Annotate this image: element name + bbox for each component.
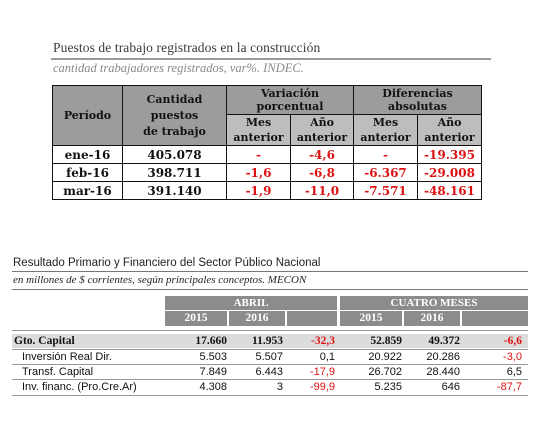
cell-abril-var: 0,1: [319, 351, 335, 363]
table2-rule-top: [12, 271, 528, 272]
cell-periodo: feb-16: [52, 163, 123, 182]
cell-cantidad: 405.078: [122, 145, 227, 164]
cell-dif-mes: -6.367: [353, 163, 418, 182]
header-diferencias: Diferencias absolutas: [353, 85, 482, 115]
cell-cuatro-2015: 52.859: [370, 335, 402, 347]
cell-var-mes: -: [226, 145, 291, 164]
header-var-mes: Mes anterior: [226, 114, 291, 146]
header-dif-mes: Mes anterior: [353, 114, 418, 146]
table-row: feb-16 398.711 -1,6 -6,8 -6.367 -29.008: [52, 163, 482, 182]
cell-abril-2015: 4.308: [199, 381, 227, 393]
cell-cuatro-2015: 26.702: [368, 366, 402, 378]
cell-cantidad: 398.711: [122, 163, 227, 182]
cell-abril-2016: 5.507: [255, 351, 283, 363]
table2-title: Resultado Primario y Financiero del Sect…: [13, 257, 321, 269]
row-label: Inv. financ. (Pro.Cre.Ar): [22, 381, 137, 393]
table-row: Inv. financ. (Pro.Cre.Ar) 4.308 3 -99,9 …: [12, 380, 528, 394]
cell-dif-anio: -29.008: [417, 163, 482, 182]
cell-abril-2015: 17.660: [195, 335, 227, 347]
header-cantidad-line3: de trabajo: [143, 124, 206, 138]
cell-periodo: ene-16: [52, 145, 123, 164]
cell-cuatro-2015: 20.922: [368, 351, 402, 363]
header-var-anio-line1: Año: [310, 116, 334, 129]
table2-bottom-rule: [12, 395, 528, 396]
header-cantidad-line1: Cantidad: [146, 92, 203, 106]
table1-subtitle: cantidad trabajadores registrados, var%.…: [53, 61, 304, 75]
cell-dif-anio: -48.161: [417, 181, 482, 200]
header-dif-mes-line1: Mes: [372, 116, 399, 129]
cell-cuatro-2016: 20.286: [426, 351, 460, 363]
table2-row-divider: [12, 349, 528, 350]
year-cuatro-var: [462, 311, 528, 326]
cell-var-mes: -1,9: [226, 181, 291, 200]
table2-row-divider: [12, 364, 528, 365]
header-diferencias-line1: Diferencias: [382, 87, 453, 100]
cell-cuatro-var: -6,6: [503, 335, 522, 347]
table2-row-divider: [12, 379, 528, 380]
table-row: Transf. Capital 7.849 6.443 -17,9 26.702…: [12, 365, 528, 379]
cell-cuatro-2015: 5.235: [374, 381, 402, 393]
table-row: Inversión Real Dir. 5.503 5.507 0,1 20.9…: [12, 350, 528, 364]
year-cuatro-2016: 2016: [404, 311, 460, 326]
header-diferencias-line2: absolutas: [388, 100, 447, 113]
cell-cuatro-var: -3,0: [503, 351, 522, 363]
cell-abril-2016: 11.953: [252, 335, 283, 347]
table-row: mar-16 391.140 -1,9 -11,0 -7.571 -48.161: [52, 181, 482, 200]
header-periodo: Período: [52, 85, 123, 146]
header-dif-anio-line1: Año: [437, 116, 462, 129]
table2-rule-bottom: [12, 289, 528, 290]
table2-row-divider: [12, 330, 528, 331]
cell-dif-mes: -7.571: [353, 181, 418, 200]
cell-var-anio: -4,6: [290, 145, 354, 164]
cell-cuatro-2016: 28.440: [426, 366, 460, 378]
cell-abril-var: -32,3: [311, 335, 335, 347]
header-var-anio-line2: anterior: [296, 131, 348, 144]
cell-abril-var: -17,9: [309, 366, 335, 378]
cell-cuatro-2016: 646: [441, 381, 460, 393]
group-cuatro-meses: CUATRO MESES: [340, 296, 528, 310]
header-dif-anio: Año anterior: [417, 114, 482, 146]
cell-var-anio: -6,8: [290, 163, 354, 182]
cell-abril-2015: 7.849: [199, 366, 227, 378]
header-dif-mes-line2: anterior: [360, 131, 411, 144]
cell-var-anio: -11,0: [290, 181, 354, 200]
table1: Período Cantidad puestos de trabajo Vari…: [52, 85, 482, 200]
year-abril-2016: 2016: [229, 311, 285, 326]
group-abril: ABRIL: [165, 296, 337, 310]
cell-abril-var: -99,9: [309, 381, 335, 393]
cell-cantidad: 391.140: [122, 181, 227, 200]
cell-cuatro-var: 6,5: [506, 366, 522, 378]
table1-title: Puestos de trabajo registrados en la con…: [53, 40, 321, 55]
cell-abril-2015: 5.503: [199, 351, 227, 363]
header-cantidad: Cantidad puestos de trabajo: [122, 85, 227, 146]
table1-title-rule: [51, 58, 491, 60]
table2-subtitle: en millones de $ corrientes, según princ…: [13, 274, 307, 286]
year-abril-var: [287, 311, 337, 326]
header-dif-anio-line2: anterior: [424, 131, 475, 144]
header-var-anio: Año anterior: [290, 114, 354, 146]
row-label: Gto. Capital: [14, 335, 75, 347]
cell-abril-2016: 6.443: [255, 366, 283, 378]
header-variacion: Variación porcentual: [226, 85, 354, 115]
header-variacion-line2: porcentual: [256, 100, 324, 113]
cell-abril-2016: 3: [276, 381, 283, 393]
header-variacion-line1: Variación: [261, 87, 319, 100]
year-abril-2015: 2015: [165, 311, 227, 326]
cell-cuatro-var: -87,7: [496, 381, 522, 393]
table-row: ene-16 405.078 - -4,6 - -19.395: [52, 145, 482, 164]
row-label: Transf. Capital: [22, 366, 94, 378]
table-row: Gto. Capital 17.660 11.953 -32,3 52.859 …: [12, 334, 528, 348]
cell-dif-mes: -: [353, 145, 418, 164]
cell-dif-anio: -19.395: [417, 145, 482, 164]
row-label: Inversión Real Dir.: [22, 351, 112, 363]
cell-periodo: mar-16: [52, 181, 123, 200]
cell-var-mes: -1,6: [226, 163, 291, 182]
header-var-mes-line1: Mes: [245, 116, 272, 129]
cell-cuatro-2016: 49.372: [428, 335, 460, 347]
header-cantidad-line2: puestos: [150, 108, 199, 122]
header-var-mes-line2: anterior: [233, 131, 284, 144]
year-cuatro-2015: 2015: [340, 311, 402, 326]
